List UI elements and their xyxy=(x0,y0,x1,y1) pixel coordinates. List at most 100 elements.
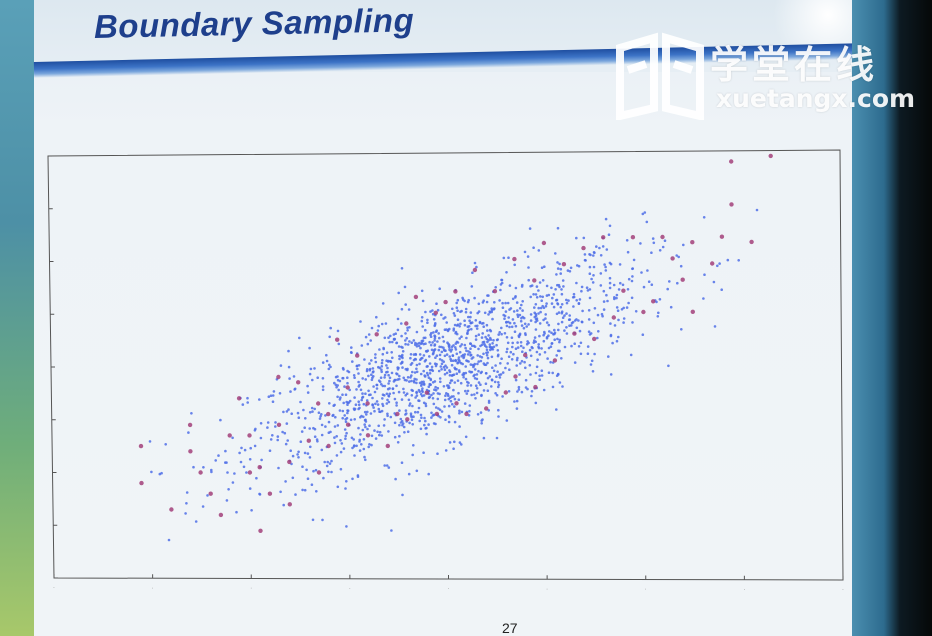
interior-point xyxy=(537,289,540,292)
interior-point xyxy=(370,326,374,330)
interior-point xyxy=(469,384,473,387)
interior-point xyxy=(603,263,606,266)
interior-point xyxy=(343,414,347,417)
interior-point xyxy=(326,460,330,464)
interior-point xyxy=(587,318,591,321)
interior-point xyxy=(726,258,730,262)
interior-point xyxy=(364,392,367,396)
interior-point xyxy=(458,425,461,428)
interior-point xyxy=(357,400,361,404)
interior-point xyxy=(516,356,519,360)
interior-point xyxy=(543,265,546,269)
interior-point xyxy=(454,330,458,334)
interior-point xyxy=(488,336,492,340)
interior-point xyxy=(427,472,431,476)
interior-point xyxy=(438,336,441,340)
interior-point xyxy=(412,381,416,384)
interior-point xyxy=(530,394,533,398)
interior-point xyxy=(436,397,440,401)
interior-point xyxy=(557,311,561,314)
interior-point xyxy=(466,325,470,329)
interior-point xyxy=(459,310,462,314)
interior-point xyxy=(514,347,518,351)
interior-point xyxy=(426,318,429,322)
interior-point xyxy=(423,360,427,363)
interior-point xyxy=(507,256,510,260)
interior-point xyxy=(501,306,505,310)
interior-point xyxy=(374,356,377,360)
interior-point xyxy=(324,414,327,417)
boundary-point xyxy=(434,411,440,417)
interior-point xyxy=(269,438,273,441)
interior-point xyxy=(492,339,495,342)
interior-point xyxy=(393,378,397,382)
interior-point xyxy=(553,328,556,332)
interior-point xyxy=(400,361,404,365)
interior-point xyxy=(428,362,432,365)
interior-point xyxy=(328,335,332,339)
interior-point xyxy=(556,226,560,230)
interior-point xyxy=(433,362,437,366)
interior-point xyxy=(519,344,523,348)
interior-point xyxy=(609,322,612,325)
interior-point xyxy=(400,334,403,338)
interior-point xyxy=(418,399,421,403)
interior-point xyxy=(443,373,447,376)
interior-point xyxy=(359,320,362,323)
interior-point xyxy=(420,357,423,360)
interior-point xyxy=(505,350,509,354)
boundary-point xyxy=(326,443,331,449)
interior-point xyxy=(442,346,445,350)
interior-point xyxy=(301,488,304,492)
interior-point xyxy=(515,399,519,403)
interior-point xyxy=(426,365,429,368)
interior-point xyxy=(311,410,314,413)
interior-point xyxy=(457,391,460,395)
interior-point xyxy=(529,354,533,358)
interior-point xyxy=(480,422,484,425)
interior-point xyxy=(458,409,461,413)
interior-point xyxy=(547,334,550,338)
interior-point xyxy=(283,431,287,435)
interior-point xyxy=(495,393,499,397)
interior-point xyxy=(380,434,384,437)
interior-point xyxy=(406,343,410,346)
interior-point xyxy=(420,289,424,293)
chart-axes: · · · · · · · · · xyxy=(47,149,844,594)
interior-point xyxy=(602,308,606,311)
interior-point xyxy=(346,401,350,405)
interior-point xyxy=(436,340,439,343)
interior-point xyxy=(615,306,619,309)
interior-point xyxy=(464,365,468,368)
interior-point xyxy=(438,392,441,396)
interior-point xyxy=(328,363,331,367)
interior-point xyxy=(515,301,519,304)
interior-point xyxy=(605,248,609,251)
interior-point xyxy=(431,381,435,384)
interior-point xyxy=(455,372,459,376)
interior-point xyxy=(385,364,388,367)
interior-point xyxy=(557,322,560,326)
boundary-point xyxy=(424,390,429,395)
boundary-point xyxy=(345,422,351,427)
interior-point xyxy=(418,353,422,356)
interior-point xyxy=(419,413,423,417)
interior-point xyxy=(370,434,374,438)
interior-point xyxy=(315,490,318,493)
interior-point xyxy=(288,377,291,380)
interior-point xyxy=(601,314,604,318)
interior-point xyxy=(469,311,473,314)
interior-point xyxy=(565,301,569,305)
interior-point xyxy=(293,387,297,391)
interior-point xyxy=(641,333,645,337)
interior-point xyxy=(520,303,523,307)
interior-point xyxy=(187,431,190,434)
interior-point xyxy=(387,394,390,398)
interior-point xyxy=(403,431,406,434)
interior-point xyxy=(422,336,426,340)
interior-point xyxy=(481,301,485,304)
interior-point xyxy=(394,477,397,481)
interior-point xyxy=(487,313,490,316)
interior-point xyxy=(503,332,507,335)
